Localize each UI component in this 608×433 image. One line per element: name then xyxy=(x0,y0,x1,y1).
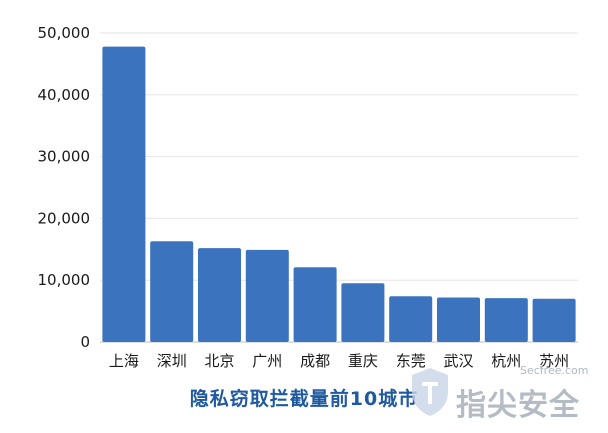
x-tick-label: 杭州 xyxy=(491,352,521,370)
bar xyxy=(102,46,146,342)
bar xyxy=(150,241,194,342)
bar xyxy=(532,298,576,342)
x-tick-label: 广州 xyxy=(252,352,282,370)
y-tick-label: 0 xyxy=(80,333,90,351)
bar xyxy=(484,298,528,342)
bar xyxy=(245,249,289,342)
watermark-brand: 指尖安全 xyxy=(456,388,580,423)
x-tick-label: 北京 xyxy=(204,352,234,370)
chart-title: 隐私窃取拦截量前10城市 xyxy=(189,388,419,410)
bar xyxy=(197,248,242,342)
y-tick-label: 10,000 xyxy=(38,271,91,289)
x-tick-label: 上海 xyxy=(109,352,139,370)
x-tick-label: 苏州 xyxy=(539,352,569,370)
bar xyxy=(341,283,385,342)
bar xyxy=(389,296,433,342)
y-tick-label: 50,000 xyxy=(38,24,91,42)
y-tick-label: 30,000 xyxy=(38,148,91,166)
watermark-url: Secfree.com xyxy=(520,364,589,377)
y-tick-label: 20,000 xyxy=(38,209,91,227)
shield-logo-icon xyxy=(412,368,448,416)
x-tick-label: 成都 xyxy=(300,352,330,370)
x-tick-label: 东莞 xyxy=(396,352,426,370)
x-tick-label: 重庆 xyxy=(348,352,378,370)
bar xyxy=(293,267,337,342)
x-tick-label: 深圳 xyxy=(157,352,187,370)
y-tick-label: 40,000 xyxy=(38,86,91,104)
x-tick-label: 武汉 xyxy=(443,352,473,370)
bar xyxy=(436,297,481,342)
